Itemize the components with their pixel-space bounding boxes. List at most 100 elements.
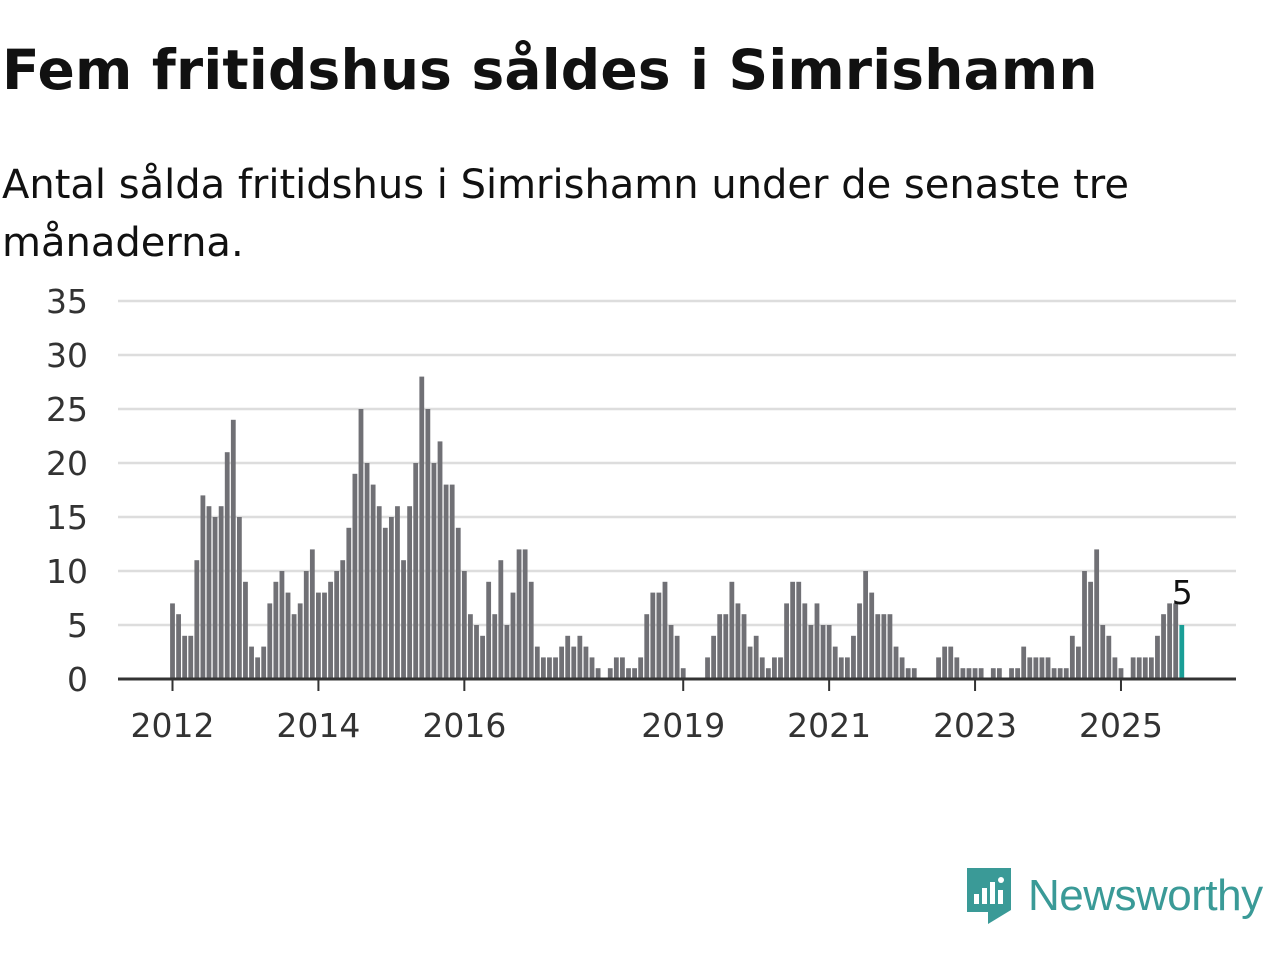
bar (1045, 657, 1051, 679)
bar (1173, 603, 1179, 679)
chart-subtitle: Antal sålda fritidshus i Simrishamn unde… (2, 162, 1129, 266)
y-tick-label-25: 25 (46, 390, 88, 429)
bar (790, 581, 796, 679)
bar (322, 592, 327, 679)
bar (705, 657, 710, 679)
bar (498, 560, 504, 679)
bar (316, 592, 321, 679)
bar (285, 592, 291, 679)
bar (273, 581, 279, 679)
bar (261, 646, 267, 679)
bar (218, 506, 224, 679)
y-tick-label-30: 30 (46, 336, 88, 375)
bar (437, 441, 443, 679)
bar (1051, 668, 1057, 679)
bar (1112, 657, 1118, 679)
bar (674, 635, 680, 679)
bar (571, 646, 577, 679)
bar (814, 603, 820, 679)
bar (729, 581, 735, 679)
bar (796, 581, 802, 679)
bar (820, 625, 826, 679)
y-tick-label-5: 5 (67, 606, 88, 645)
bar (838, 657, 844, 679)
bar (589, 657, 595, 679)
bar (1148, 657, 1154, 679)
bar (395, 506, 400, 679)
bar (188, 635, 194, 679)
bar (632, 668, 637, 679)
bar (1057, 668, 1063, 679)
bar (978, 668, 984, 679)
bar (778, 657, 783, 679)
bar (832, 646, 838, 679)
bar (388, 517, 394, 679)
bar (206, 506, 212, 679)
bar (759, 657, 765, 679)
bar (1021, 646, 1027, 679)
bar (1027, 657, 1033, 679)
bar (212, 517, 218, 679)
bar (352, 473, 358, 679)
bar (948, 646, 954, 679)
bar (528, 581, 534, 679)
bar (1082, 571, 1087, 679)
bar (638, 657, 644, 679)
newsworthy-logo-text: Newsworthy (1028, 871, 1263, 920)
bar (534, 646, 540, 679)
bar (1094, 549, 1100, 679)
y-tick-label-10: 10 (46, 552, 88, 591)
bar (662, 581, 668, 679)
x-tick-label-2012: 2012 (131, 706, 215, 745)
bar (249, 646, 254, 679)
bar (255, 657, 261, 679)
bar (887, 614, 893, 679)
bars (170, 376, 1185, 679)
bar (996, 668, 1002, 679)
bar (401, 560, 406, 679)
x-tick-label-2023: 2023 (933, 706, 1017, 745)
bar (723, 614, 729, 679)
x-tick-label-2016: 2016 (422, 706, 506, 745)
bar (1155, 635, 1160, 679)
bar (522, 549, 528, 679)
bar (960, 668, 966, 679)
bar (765, 668, 771, 679)
bar (170, 603, 175, 679)
bar (279, 571, 285, 679)
bar (431, 463, 437, 679)
bar (236, 517, 242, 679)
bar (176, 614, 181, 679)
bar (990, 668, 996, 679)
grid-lines (118, 299, 1236, 627)
chart-title: Fem fritidshus såldes i Simrishamn (2, 38, 1098, 102)
y-tick-label-20: 20 (46, 444, 88, 483)
bar (747, 646, 753, 679)
bar (559, 646, 565, 679)
bar (972, 668, 978, 679)
bar (613, 657, 619, 679)
bar (942, 646, 948, 679)
bar (1130, 657, 1136, 679)
bar (376, 506, 382, 679)
bar (1009, 668, 1014, 679)
bar (626, 668, 631, 679)
bar (717, 614, 723, 679)
bar (875, 614, 881, 679)
bar (182, 635, 188, 679)
bar (607, 668, 613, 679)
bar (474, 625, 479, 679)
bar (267, 603, 273, 679)
y-tick-label-15: 15 (46, 498, 88, 537)
bar (328, 581, 333, 679)
bar-highlight (1179, 625, 1185, 679)
bar (808, 625, 814, 679)
bar (620, 657, 625, 679)
bar (553, 657, 558, 679)
bar (449, 484, 455, 679)
newsworthy-logo-icon (967, 868, 1011, 924)
newsworthy-logo[interactable]: Newsworthy (964, 866, 1263, 926)
bar (893, 646, 899, 679)
